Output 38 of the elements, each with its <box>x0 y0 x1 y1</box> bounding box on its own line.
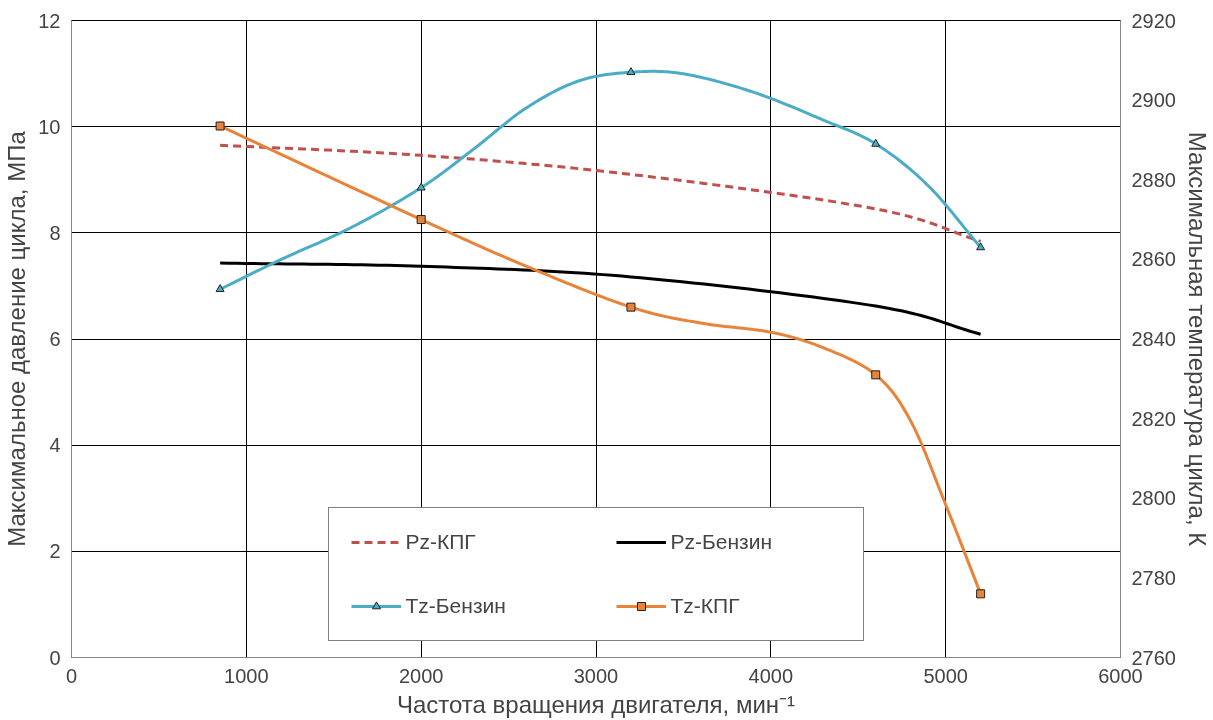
point <box>871 138 881 147</box>
x-axis-title: Частота вращения двигателя, мин⁻¹ <box>396 690 796 718</box>
point <box>626 67 636 76</box>
y-tick-label: 12 <box>38 9 61 32</box>
x-tick-label: 3000 <box>573 664 619 687</box>
x-tick-label: 1000 <box>224 664 269 687</box>
y2-tick-label: 2920 <box>1131 9 1176 32</box>
y-tick-label: 8 <box>49 221 61 244</box>
y-tick-label: 2 <box>49 540 61 563</box>
y-tick-label: 4 <box>49 434 61 457</box>
point <box>215 284 225 293</box>
y2-tick-label: 2880 <box>1131 168 1176 191</box>
point <box>871 370 881 380</box>
y-axis-title: Максимальное давление цикла, МПа <box>3 130 31 547</box>
point <box>976 242 986 251</box>
x-tick-label: 0 <box>65 664 78 687</box>
y2-tick-label: 2900 <box>1131 89 1176 112</box>
y-tick-label: 10 <box>38 115 61 138</box>
y2-tick-label: 2800 <box>1131 487 1176 510</box>
y2-tick-label: 2840 <box>1131 328 1176 350</box>
y2-tick-label: 2780 <box>1131 566 1176 589</box>
point <box>416 215 426 225</box>
point <box>416 182 426 191</box>
point <box>626 302 636 312</box>
x-tick-label: 5000 <box>923 664 968 687</box>
legend-label: Tz-Бензин <box>405 594 507 618</box>
x-tick-label: 4000 <box>748 664 794 687</box>
y2-tick-label: 2820 <box>1131 407 1176 430</box>
legend-label: Tz-КПГ <box>670 594 741 618</box>
y2-axis-title: Максимальная температура цикла, К <box>1183 131 1211 547</box>
y-tick-label: 6 <box>49 328 61 350</box>
point <box>976 589 986 599</box>
legend-label: Pz-КПГ <box>405 530 477 554</box>
y-tick-label: 0 <box>49 646 61 669</box>
point <box>215 121 225 131</box>
legend-label: Pz-Бензин <box>670 530 773 554</box>
x-tick-label: 2000 <box>398 664 444 687</box>
y2-tick-label: 2860 <box>1131 248 1176 271</box>
